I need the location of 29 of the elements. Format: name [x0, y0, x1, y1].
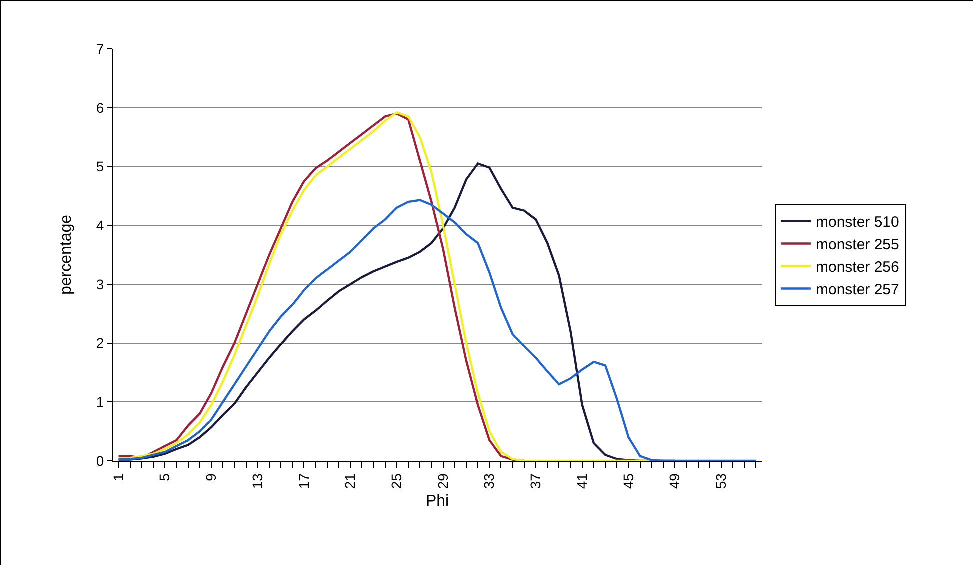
- legend-label: monster 255: [816, 236, 900, 254]
- y-tick-label: 0: [96, 452, 104, 469]
- y-tick-label: 4: [96, 217, 104, 234]
- legend-label: monster 510: [816, 214, 900, 232]
- x-tick-label: 21: [342, 473, 358, 490]
- y-axis-title: percentage: [58, 214, 75, 296]
- x-tick-label: 41: [574, 473, 590, 490]
- y-tick-label: 3: [96, 276, 104, 292]
- y-tick-label: 6: [96, 100, 104, 116]
- x-tick-label: 17: [296, 473, 312, 490]
- legend-label: monster 257: [816, 282, 900, 299]
- x-tick-label: 9: [203, 473, 220, 482]
- legend-label: monster 256: [816, 259, 900, 276]
- x-tick-label: 1: [110, 473, 126, 482]
- y-tick-label: 5: [96, 158, 104, 175]
- x-tick-label: 5: [156, 473, 173, 482]
- y-tick-label: 7: [96, 40, 104, 57]
- x-tick-label: 33: [481, 473, 498, 490]
- x-tick-label: 29: [434, 473, 451, 490]
- x-tick-label: 13: [249, 473, 266, 490]
- x-tick-label: 53: [712, 473, 729, 490]
- x-tick-label: 45: [620, 473, 636, 490]
- x-tick-label: 49: [666, 473, 683, 490]
- x-axis-title: Phi: [426, 492, 450, 510]
- y-tick-label: 2: [96, 335, 104, 352]
- line-series: [118, 199, 758, 461]
- x-tick-label: 37: [528, 473, 544, 490]
- y-tick-label: 1: [96, 394, 104, 410]
- x-tick-label: 25: [388, 473, 404, 490]
